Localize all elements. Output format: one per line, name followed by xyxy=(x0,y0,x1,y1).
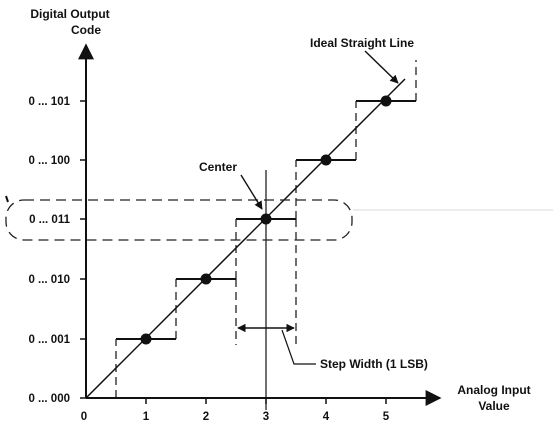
center-label: Center xyxy=(199,160,237,174)
dot-code-010 xyxy=(200,273,212,285)
x-axis-title-line1: Analog Input xyxy=(457,383,530,397)
step-center-dots xyxy=(140,95,392,345)
y-tick-label-000: 0 ... 000 xyxy=(28,393,70,405)
dot-code-101 xyxy=(380,95,392,107)
edge-mark xyxy=(5,195,9,203)
step-width-label: Step Width (1 LSB) xyxy=(320,357,428,371)
y-tick-label-011: 0 ... 011 xyxy=(29,214,71,226)
x-tick-label-5: 5 xyxy=(383,411,390,423)
x-tick-label-2: 2 xyxy=(203,411,209,423)
x-axis-title-line2: Value xyxy=(478,399,510,413)
y-axis-ticks xyxy=(80,100,86,399)
x-tick-label-4: 4 xyxy=(323,411,330,423)
ideal-straight-line xyxy=(85,78,406,399)
x-tick-label-0: 0 xyxy=(81,411,87,423)
x-tick-label-1: 1 xyxy=(143,411,150,423)
y-axis-title-line2: Code xyxy=(71,23,101,37)
x-tick-label-3: 3 xyxy=(263,411,269,423)
y-tick-label-010: 0 ... 010 xyxy=(28,274,70,286)
y-tick-label-100: 0 ... 100 xyxy=(28,155,70,167)
ideal-line-label: Ideal Straight Line xyxy=(310,36,414,50)
step-width-leader xyxy=(281,329,316,365)
y-tick-label-101: 0 ... 101 xyxy=(28,96,70,108)
highlight-box-011 xyxy=(5,199,353,241)
ideal-line-leader xyxy=(364,50,399,84)
y-tick-label-001: 0 ... 001 xyxy=(28,334,70,346)
dot-code-001 xyxy=(140,333,152,345)
y-axis-title-line1: Digital Output xyxy=(30,7,109,21)
dot-code-011 xyxy=(260,213,272,225)
dot-code-100 xyxy=(320,154,332,166)
center-leader xyxy=(240,174,263,210)
